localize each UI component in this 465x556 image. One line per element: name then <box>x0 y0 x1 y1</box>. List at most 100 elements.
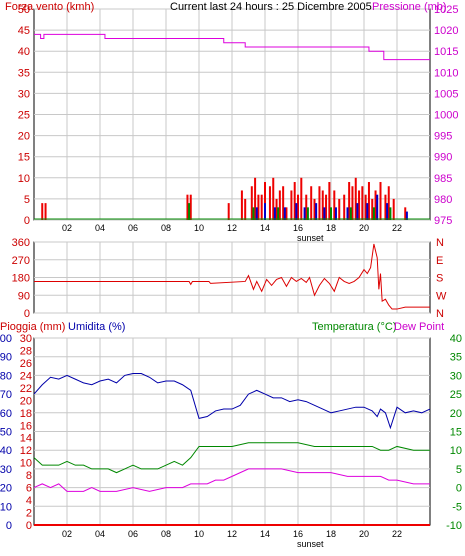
tick-label-hour: 02 <box>62 223 72 233</box>
wind-bar <box>348 182 351 220</box>
sunset-marker-1: sunset <box>297 233 324 243</box>
series-line-temp <box>33 442 430 474</box>
wind-direction-line <box>34 243 430 310</box>
wind-bar <box>318 186 321 220</box>
tick-label-rain: 8 <box>26 470 32 482</box>
wind-bar <box>330 207 332 220</box>
wind-bar <box>293 182 296 220</box>
tick-label-hour: 22 <box>392 529 402 539</box>
pressure-series-line <box>34 33 430 61</box>
tick-label-hour: 20 <box>359 529 369 539</box>
tick-label-pressure: 1015 <box>434 46 458 58</box>
series-line-temp <box>33 468 430 492</box>
tick-label-hour: 20 <box>359 223 369 233</box>
wind-bar <box>41 203 44 220</box>
wind-bar <box>351 186 354 220</box>
wind-bar <box>268 186 271 220</box>
tick-label-compass: E <box>436 255 443 267</box>
wind-bar <box>254 177 257 220</box>
tick-label-temperature: 40 <box>450 333 462 345</box>
wind-bar <box>283 207 286 220</box>
tick-label-temperature: 35 <box>450 352 462 364</box>
wind-bar <box>310 186 313 220</box>
wind-bar <box>405 211 408 220</box>
wind-bar <box>315 203 318 220</box>
temp-humidity-grid <box>34 337 430 526</box>
tick-label-rain: 0 <box>26 520 32 532</box>
tick-label-hour: 16 <box>293 223 303 233</box>
wind-speed-label: Forza vento (kmh) <box>5 1 94 13</box>
tick-label-temperature: 20 <box>450 408 462 420</box>
tick-label-humidity: 100 <box>0 333 12 345</box>
tick-label-temperature: 25 <box>450 389 462 401</box>
tick-label-wind: 35 <box>18 67 30 79</box>
tick-label-rain: 2 <box>26 508 32 520</box>
wind-bar <box>354 177 357 220</box>
wind-bar <box>313 198 316 220</box>
tick-label-hour: 14 <box>260 223 270 233</box>
wind-bar <box>361 186 364 220</box>
tick-label-hour: 04 <box>95 529 105 539</box>
wind-bar <box>371 198 374 220</box>
wind-bar <box>404 207 407 220</box>
wind-bar <box>255 207 258 220</box>
sunset-marker-3: sunset <box>297 539 324 549</box>
pressure-label: Pressione (mb) <box>372 1 447 13</box>
tick-label-humidity: 40 <box>0 445 12 457</box>
wind-bars <box>34 177 430 220</box>
tick-label-hour: 12 <box>227 223 237 233</box>
dew-point-label: Dew Point <box>394 321 444 333</box>
wind-bar <box>282 186 285 220</box>
tick-label-wind: 10 <box>18 173 30 185</box>
tick-label-rain: 4 <box>26 495 32 507</box>
tick-label-wind: 25 <box>18 110 30 122</box>
tick-label-direction: 270 <box>12 255 30 267</box>
wind-bar <box>384 194 387 220</box>
series-line-hum <box>33 373 431 430</box>
tick-label-hour: 04 <box>95 223 105 233</box>
tick-label-wind: 50 <box>18 4 30 16</box>
wind-pressure-panel: 0510152025303540455097598098599099510001… <box>5 1 458 243</box>
tick-label-wind: 45 <box>18 25 30 37</box>
wind-bar <box>372 207 375 220</box>
pressure-line <box>34 33 430 61</box>
wind-bar <box>297 194 299 220</box>
wind-bar <box>338 198 341 220</box>
tick-label-wind: 30 <box>18 88 30 100</box>
wind-bar <box>333 190 336 220</box>
humidity-label: Umidita (%) <box>68 321 125 333</box>
wind-bar <box>325 194 328 220</box>
tick-label-rain: 22 <box>20 383 32 395</box>
tick-label-hour: 06 <box>128 529 138 539</box>
wind-bar <box>44 203 47 220</box>
tick-label-rain: 26 <box>20 358 32 370</box>
wind-bar <box>328 182 331 220</box>
tick-label-direction: 0 <box>24 308 30 320</box>
tick-label-pressure: 990 <box>434 152 452 164</box>
tick-label-rain: 20 <box>20 395 32 407</box>
wind-bar <box>260 194 263 220</box>
tick-label-hour: 12 <box>227 529 237 539</box>
tick-label-rain: 16 <box>20 420 32 432</box>
tick-label-humidity: 0 <box>6 520 12 532</box>
wind-bar <box>379 182 382 220</box>
wind-bar <box>300 177 303 220</box>
tick-label-pressure: 975 <box>434 215 452 227</box>
wind-bar <box>295 203 298 220</box>
tick-label-temperature: 5 <box>456 464 462 476</box>
wind-bar <box>376 194 379 220</box>
tick-label-humidity: 80 <box>0 370 12 382</box>
tick-label-hour: 10 <box>194 223 204 233</box>
tick-label-pressure: 980 <box>434 194 452 206</box>
wind-bar <box>285 207 288 220</box>
tick-label-temperature: -5 <box>452 501 462 513</box>
tick-label-humidity: 90 <box>0 352 12 364</box>
tick-label-hour: 10 <box>194 529 204 539</box>
wind-bar <box>343 194 346 220</box>
wind-bar <box>275 198 278 220</box>
wind-bar <box>244 198 247 220</box>
tick-label-rain: 28 <box>20 345 32 357</box>
wind-bar <box>188 203 191 220</box>
wind-direction-series-line <box>34 243 430 310</box>
